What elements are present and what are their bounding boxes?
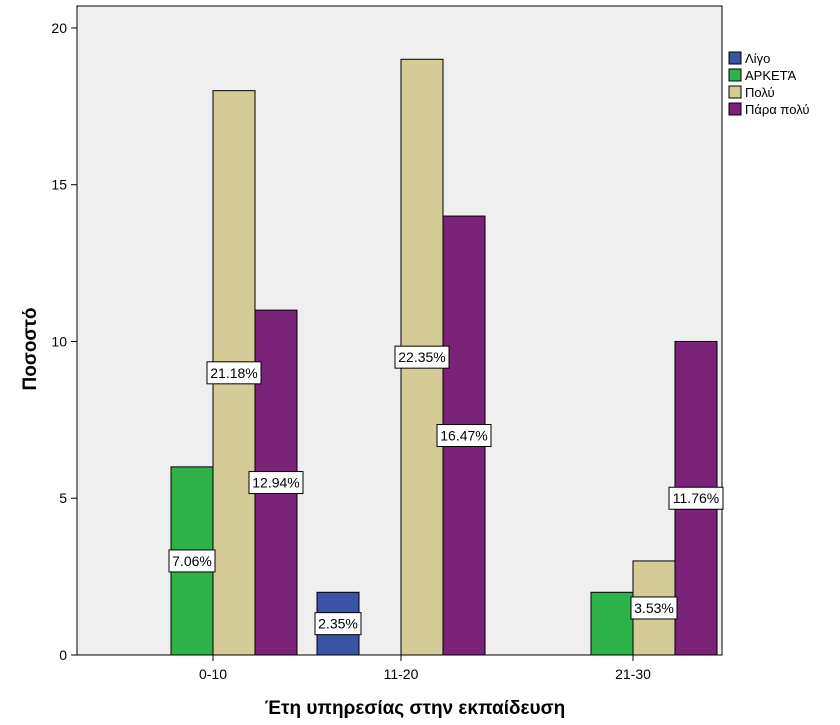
y-axis: 0 5 10 15 20 [51, 20, 77, 663]
data-label: 21.18% [206, 361, 262, 385]
data-label-text: 12.94% [252, 475, 299, 491]
data-label: 12.94% [248, 471, 304, 495]
legend-label: Πάρα πολύ [745, 102, 810, 117]
data-label-text: 16.47% [440, 428, 487, 444]
y-axis-title: Ποσοστό [20, 307, 41, 390]
x-tick-label: 0-10 [199, 666, 227, 682]
data-label-box [630, 596, 678, 620]
data-label: 11.76% [668, 486, 724, 510]
data-label-box [206, 361, 262, 385]
data-label-text: 22.35% [398, 349, 445, 365]
legend-label: Πολύ [745, 85, 775, 100]
data-labels-group: 7.06% 21.18% 12.94% 2.35% 22.35% 16.47% 3.53% 1… [168, 345, 724, 636]
legend: Λίγο ΑΡΚΕΤΆ Πολύ Πάρα πολύ [728, 51, 810, 117]
data-label-text: 3.53% [634, 600, 674, 616]
x-axis: 0-10 11-20 21-30 [199, 655, 651, 682]
legend-swatch [728, 85, 742, 99]
data-label-box [668, 486, 724, 510]
bar [590, 591, 634, 656]
data-label-text: 11.76% [673, 490, 719, 506]
x-axis-title: Έτη υπηρεσίας στην εκπαίδευση [265, 698, 565, 719]
x-tick-label: 21-30 [615, 666, 651, 682]
legend-swatch [728, 102, 742, 116]
data-label-text: 21.18% [210, 365, 257, 381]
legend-label: ΑΡΚΕΤΆ [745, 68, 797, 83]
legend-swatch [728, 51, 742, 65]
y-tick-label: 5 [59, 490, 67, 506]
data-label-box [436, 424, 492, 448]
data-label: 2.35% [314, 612, 362, 636]
y-tick-label: 20 [51, 20, 67, 36]
data-label-text: 7.06% [172, 553, 212, 569]
data-label-box [248, 471, 304, 495]
legend-swatch [728, 68, 742, 82]
y-tick-label: 15 [51, 177, 67, 193]
y-tick-label: 0 [59, 647, 67, 663]
data-label: 16.47% [436, 424, 492, 448]
data-label: 7.06% [168, 549, 216, 573]
data-label: 3.53% [630, 596, 678, 620]
data-label-box [168, 549, 216, 573]
data-label-box [314, 612, 362, 636]
data-label-text: 2.35% [318, 616, 358, 632]
data-label: 22.35% [394, 345, 450, 369]
y-tick-label: 10 [51, 333, 67, 349]
data-label-box [394, 345, 450, 369]
x-tick-label: 11-20 [384, 666, 419, 682]
legend-label: Λίγο [745, 51, 770, 66]
